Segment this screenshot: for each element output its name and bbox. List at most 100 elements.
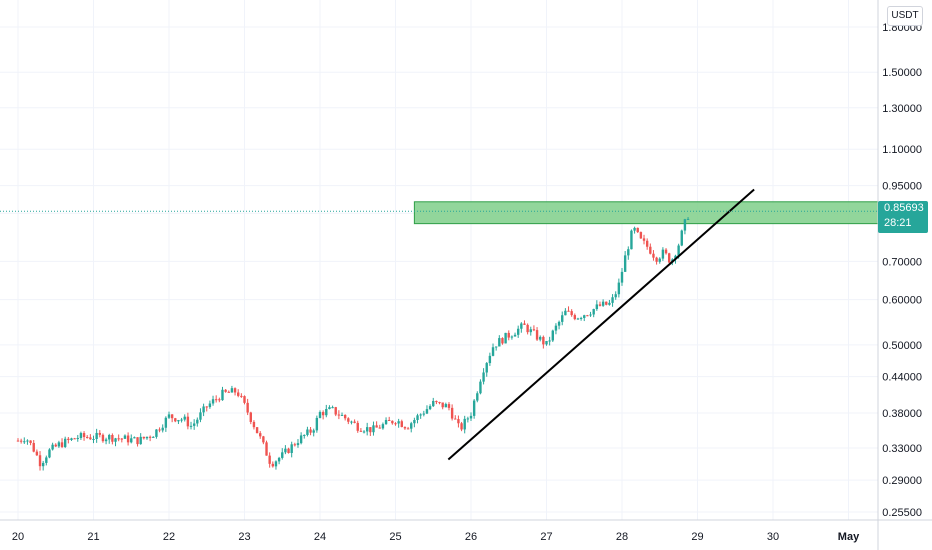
candle-body [466,418,470,420]
time-tick-label: 29 [691,531,703,543]
candle-body [199,412,202,420]
candle-body [422,413,426,415]
time-tick-label: 20 [12,531,24,543]
candle-body [667,253,671,263]
candle-body [214,399,218,401]
candle-body [680,230,683,246]
candle-body [170,414,174,419]
trendline [447,188,755,461]
candle-body [623,255,627,272]
candle-body [507,332,510,338]
candle-body [488,355,492,364]
candle-body [576,318,580,320]
price-tick-label: 0.25500 [882,507,922,519]
candle-body [630,230,633,250]
candle-body [290,444,293,454]
price-tick-label: 0.60000 [882,295,922,307]
candle-body [375,425,378,428]
time-tick-label: 26 [465,531,477,543]
candle-body [476,393,479,401]
candle-body [237,392,240,396]
countdown-label: 28:21 [884,217,912,229]
candle-body [104,439,108,442]
candle-body [539,336,542,340]
price-tick-label: 1.10000 [882,144,922,156]
candle-body [406,428,410,430]
candle-body [542,336,545,345]
candle-body [605,301,608,305]
candle-body [293,444,297,446]
candle-body [570,311,573,316]
candle-body [19,440,23,442]
candle-body [526,324,529,333]
candle-body [564,310,567,316]
candle-body [410,423,413,429]
candle-body [249,412,252,422]
candle-body [246,402,249,413]
candle-body [661,249,665,259]
candle-body [614,294,617,298]
candle-body [494,346,498,348]
candle-body [347,418,350,422]
candle-body [221,389,224,401]
currency-badge[interactable]: USDT [887,6,923,26]
candle-body [388,419,391,421]
candle-body [180,419,183,421]
candle-body [608,302,611,305]
candle-body [325,409,328,416]
candle-body [145,436,149,439]
candle-body [73,438,76,440]
candle-body [321,412,325,416]
candle-body [498,338,501,347]
candle-body [133,437,136,439]
candle-body [513,334,517,337]
candle-body [224,389,227,392]
price-tick-label: 1.50000 [882,67,922,79]
candle-body [677,245,680,256]
candle-body [450,407,454,419]
candle-body [89,437,92,440]
candle-body [378,427,381,429]
candle-body [460,423,463,430]
candle-body [57,442,61,447]
candle-body [649,246,652,254]
candle-body [655,257,658,262]
candle-body [243,396,246,403]
candle-body [589,314,592,316]
candle-body [86,437,89,439]
candle-body [211,399,215,404]
candle-body [259,433,262,437]
price-tick-label: 0.29000 [882,475,922,487]
time-tick-label: May [838,531,860,543]
candle-body [551,330,554,341]
candle-body [642,238,646,241]
candle-body [130,438,133,443]
candle-body [296,443,300,446]
candle-body [617,282,621,295]
time-tick-label: 30 [767,531,779,543]
candle-body [369,427,372,433]
time-tick-label: 22 [163,531,175,543]
candle-body [479,381,482,394]
candle-body [444,404,448,408]
price-tick-label: 0.38000 [882,408,922,420]
candle-body [343,414,347,419]
candle-body [60,442,64,447]
candle-body [299,435,303,444]
candle-body [545,341,548,345]
price-tick-label: 0.95000 [882,181,922,193]
candle-body [117,438,120,440]
candle-body [208,403,212,408]
candle-body [45,457,48,463]
candle-body [123,435,127,439]
price-tick-label: 0.33000 [882,443,922,455]
candle-body [683,219,687,231]
candle-body [70,438,73,440]
candle-body [579,317,583,319]
candle-body [447,404,451,408]
candle-body [54,444,57,447]
candle-body [309,429,312,433]
candle-body [189,425,193,427]
